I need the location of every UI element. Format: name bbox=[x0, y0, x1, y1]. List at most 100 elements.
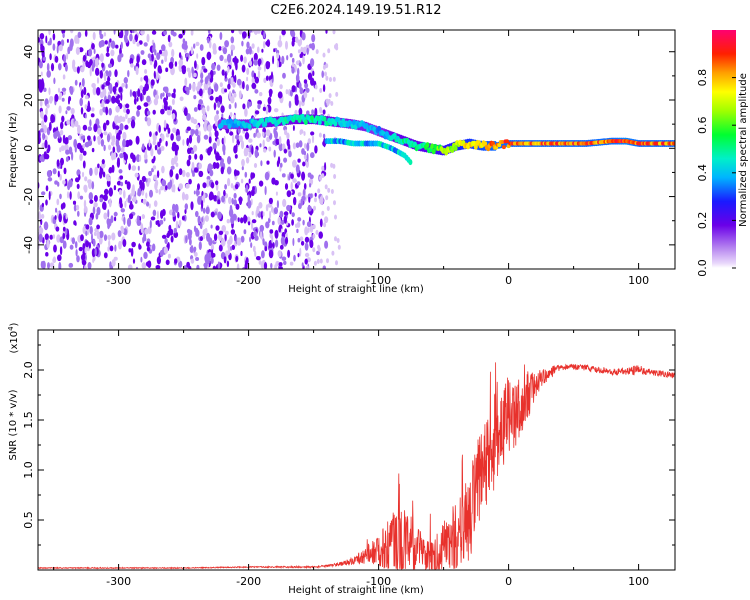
spectrogram-speckle bbox=[333, 200, 336, 206]
spectrogram-speckle bbox=[297, 192, 302, 197]
spectrogram-speckle bbox=[93, 202, 98, 208]
spectrogram-speckle bbox=[123, 189, 126, 199]
spectrogram-speckle bbox=[113, 211, 118, 217]
spectrogram-speckle bbox=[297, 67, 300, 77]
spectrogram-speckle bbox=[277, 39, 283, 48]
spectrogram-speckle bbox=[296, 181, 301, 186]
spectrogram-speckle bbox=[90, 113, 95, 118]
spectrogram-speckle bbox=[184, 77, 188, 87]
spectrogram-speckle bbox=[229, 131, 234, 136]
spectrogram-speckle bbox=[73, 66, 78, 73]
spectrogram-speckle bbox=[175, 144, 179, 152]
spectrogram-speckle bbox=[195, 41, 200, 47]
spectrogram-speckle bbox=[223, 189, 226, 197]
spectrogram-speckle bbox=[304, 226, 309, 236]
spectrogram-speckle bbox=[136, 215, 140, 222]
spectrogram-speckle bbox=[183, 107, 188, 117]
spectrogram-speckle bbox=[207, 37, 210, 44]
spectrogram-speckle bbox=[299, 37, 303, 46]
spectrogram-speckle bbox=[213, 102, 217, 111]
spectrogram-speckle bbox=[245, 184, 249, 193]
spectrogram-speckle bbox=[124, 180, 128, 185]
spectrogram-speckle bbox=[312, 224, 316, 230]
spectrogram-speckle bbox=[131, 165, 137, 171]
spectrogram-speckle bbox=[328, 93, 332, 99]
spectrogram-speckle bbox=[211, 249, 214, 258]
spectrogram-speckle bbox=[259, 143, 262, 148]
spectrogram-speckle bbox=[186, 126, 191, 131]
spectrogram-speckle bbox=[134, 172, 139, 178]
spectrogram-speckle bbox=[53, 77, 56, 85]
spectrogram-speckle bbox=[130, 119, 136, 129]
spectrogram-speckle bbox=[291, 219, 294, 226]
spectrogram-speckle bbox=[192, 172, 195, 177]
spectrogram-speckle bbox=[221, 225, 226, 233]
spectrogram-speckle bbox=[46, 70, 51, 78]
spectrogram-speckle bbox=[271, 234, 274, 244]
spectrogram-speckle bbox=[153, 70, 156, 79]
spectrogram-speckle bbox=[103, 194, 108, 202]
spectrogram-speckle bbox=[141, 175, 146, 183]
x-tick-label: -200 bbox=[236, 274, 261, 287]
spectrogram-speckle bbox=[193, 107, 198, 112]
spectrogram-speckle bbox=[139, 85, 144, 91]
spectrogram-speckle bbox=[178, 183, 183, 190]
spectrogram-speckle bbox=[231, 197, 234, 205]
spectrogram-speckle bbox=[296, 228, 299, 234]
spectrogram-speckle bbox=[93, 135, 96, 142]
spectrogram-speckle bbox=[216, 110, 219, 115]
spectrogram-speckle bbox=[185, 172, 190, 178]
spectrogram-speckle bbox=[240, 140, 245, 150]
spectrogram-speckle bbox=[81, 259, 87, 266]
spectrogram-speckle bbox=[45, 135, 48, 141]
spectrogram-speckle bbox=[58, 63, 62, 71]
spectrogram-speckle bbox=[324, 216, 329, 224]
spectrogram-speckle bbox=[161, 179, 167, 187]
spectrogram-speckle bbox=[254, 89, 259, 94]
spectrogram-speckle bbox=[281, 256, 287, 261]
spectrogram-speckle bbox=[94, 247, 97, 256]
spectrogram-speckle bbox=[96, 87, 101, 96]
spectrogram-speckle bbox=[197, 215, 201, 225]
spectrogram-speckle bbox=[82, 243, 86, 251]
spectrogram-speckle bbox=[271, 206, 274, 213]
spectrogram-speckle bbox=[66, 191, 70, 199]
spectrogram-speckle bbox=[111, 135, 116, 143]
spectrogram-speckle bbox=[235, 62, 238, 71]
spectrogram-speckle bbox=[59, 246, 63, 256]
spectrogram-speckle bbox=[50, 114, 55, 124]
spectrogram-speckle bbox=[310, 152, 315, 159]
spectrogram-speckle bbox=[64, 64, 68, 72]
spectrogram-speckle bbox=[162, 86, 168, 92]
spectrogram-speckle bbox=[232, 213, 237, 221]
spectrogram-speckle bbox=[214, 126, 217, 132]
spectrogram-speckle bbox=[290, 173, 294, 179]
spectrogram-speckle bbox=[46, 62, 50, 72]
spectrogram-speckle bbox=[165, 132, 170, 138]
spectrogram-speckle bbox=[302, 219, 305, 226]
spectrogram-speckle bbox=[52, 168, 57, 175]
spectrogram-speckle bbox=[43, 221, 49, 231]
spectrogram-speckle bbox=[157, 65, 162, 74]
spectrogram-speckle bbox=[278, 143, 283, 152]
spectrogram-speckle bbox=[163, 217, 166, 222]
spectrogram-speckle bbox=[80, 89, 84, 99]
spectrogram-speckle bbox=[123, 108, 127, 113]
spectrogram-speckle bbox=[77, 31, 82, 39]
spectrogram-speckle bbox=[48, 191, 51, 201]
spectrogram-speckle bbox=[250, 242, 253, 249]
spectrogram-speckle bbox=[110, 49, 115, 57]
spectrogram-speckle bbox=[265, 129, 271, 137]
spectrogram-speckle bbox=[215, 152, 220, 161]
spectrogram-speckle bbox=[324, 240, 329, 249]
spectrogram-speckle bbox=[38, 233, 43, 243]
spectrogram-speckle bbox=[306, 110, 310, 116]
spectrogram-speckle bbox=[223, 135, 226, 145]
spectrogram-speckle bbox=[208, 74, 211, 79]
spectrogram-speckle bbox=[322, 84, 326, 92]
x-tick-label: 100 bbox=[628, 274, 649, 287]
spectrogram-speckle bbox=[164, 55, 168, 63]
spectrogram-speckle bbox=[38, 135, 41, 145]
spectrogram-speckle bbox=[211, 62, 216, 71]
spectrogram-speckle bbox=[46, 103, 50, 109]
